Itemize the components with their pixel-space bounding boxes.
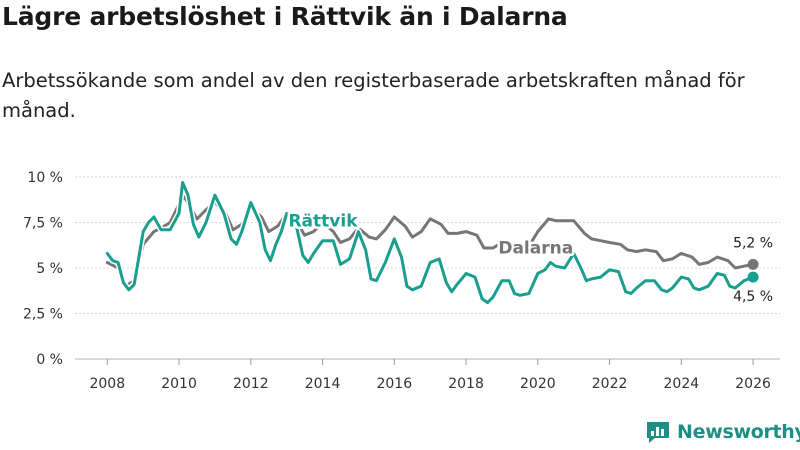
end-label-rattvik: 4,5 % — [733, 289, 773, 305]
end-label-dalarna: 5,2 % — [733, 235, 773, 251]
x-tick-label: 2014 — [305, 376, 341, 392]
x-tick-label: 2012 — [233, 376, 269, 392]
series-label-rattvik: Rättvik — [288, 212, 358, 232]
series-label-dalarna: Dalarna — [498, 238, 573, 258]
end-point-rattvik — [747, 271, 759, 283]
end-point-dalarna — [747, 258, 759, 270]
x-tick-label: 2026 — [735, 376, 771, 392]
x-tick-label: 2022 — [592, 376, 628, 392]
series-label-rattvik-halo: Rättvik — [288, 212, 358, 232]
y-tick-label: 10 % — [27, 170, 63, 186]
y-tick-label: 7,5 % — [23, 216, 63, 232]
brand-name: Newsworthy — [677, 421, 800, 443]
newsworthy-logo-icon — [647, 422, 669, 443]
y-tick-label: 5 % — [36, 261, 63, 277]
x-tick-label: 2018 — [448, 376, 484, 392]
chart-title: Lägre arbetslöshet i Rättvik än i Dalarn… — [2, 2, 568, 31]
series-label-dalarna-halo: Dalarna — [498, 238, 573, 258]
x-tick-label: 2008 — [89, 376, 125, 392]
x-tick-label: 2016 — [376, 376, 412, 392]
chart-subtitle: Arbetssökande som andel av den registerb… — [2, 69, 745, 122]
series-line-rattvik — [105, 181, 755, 305]
x-tick-label: 2020 — [520, 376, 556, 392]
x-tick-label: 2010 — [161, 376, 197, 392]
y-tick-label: 0 % — [36, 352, 63, 368]
y-tick-label: 2,5 % — [23, 307, 63, 323]
series-line-dalarna — [105, 195, 755, 288]
brand-logo[interactable]: Newsworthy — [645, 420, 800, 444]
x-tick-label: 2024 — [664, 376, 700, 392]
